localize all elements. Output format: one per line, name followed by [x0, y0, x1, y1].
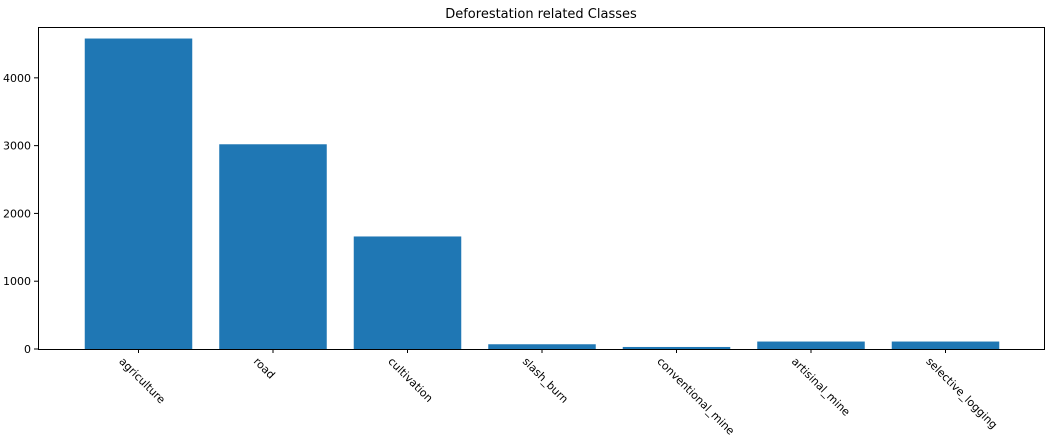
bar-agriculture: [84, 38, 193, 350]
bar-selective-logging: [891, 341, 1000, 349]
y-tick-label: 3000: [3, 140, 31, 153]
bar-slash-burn: [488, 344, 596, 349]
bar-cultivation: [353, 236, 462, 349]
bar-conventional-mine: [622, 346, 731, 349]
axes-frame: [38, 27, 1045, 350]
y-tick-label: 0: [24, 343, 31, 356]
y-tick-label: 1000: [3, 275, 31, 288]
bars-group: [84, 38, 1000, 350]
y-axis: 0 1000 2000 3000 4000: [3, 72, 38, 356]
chart-title: Deforestation related Classes: [445, 7, 637, 22]
bar-road: [219, 144, 327, 349]
bar-artisinal-mine: [757, 341, 865, 349]
y-tick-label: 2000: [3, 207, 31, 220]
y-tick-label: 4000: [3, 72, 31, 85]
